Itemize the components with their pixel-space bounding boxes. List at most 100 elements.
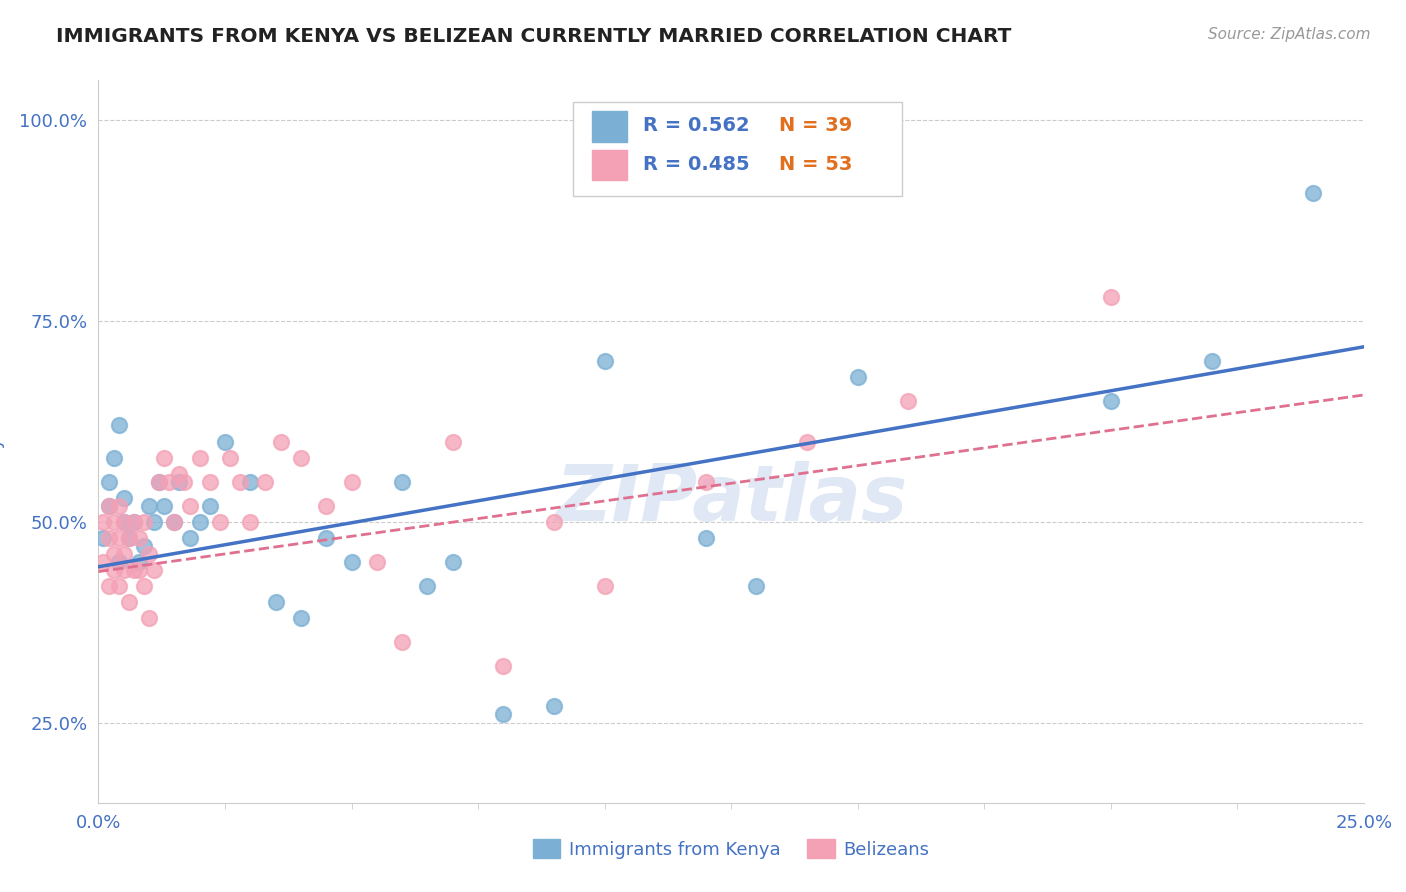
- Point: [198, 475, 221, 489]
- Point: [148, 475, 170, 489]
- Point: [107, 499, 129, 513]
- Point: [416, 579, 439, 593]
- Point: [846, 370, 869, 384]
- Point: [593, 579, 616, 593]
- Point: [1201, 354, 1223, 368]
- Point: [163, 515, 186, 529]
- Point: [340, 475, 363, 489]
- Point: [897, 394, 920, 409]
- Point: [112, 563, 135, 577]
- Point: [112, 547, 135, 561]
- Point: [97, 499, 120, 513]
- Text: N = 39: N = 39: [779, 116, 852, 136]
- FancyBboxPatch shape: [592, 112, 627, 142]
- Point: [593, 354, 616, 368]
- Point: [128, 563, 150, 577]
- Point: [179, 499, 201, 513]
- Point: [118, 531, 141, 545]
- Text: N = 53: N = 53: [779, 154, 852, 174]
- Point: [118, 595, 141, 609]
- Point: [128, 531, 150, 545]
- Point: [695, 475, 717, 489]
- Point: [153, 450, 176, 465]
- Point: [112, 491, 135, 505]
- Point: [543, 699, 565, 714]
- Point: [107, 555, 129, 569]
- Point: [128, 555, 150, 569]
- Point: [112, 515, 135, 529]
- Point: [214, 434, 236, 449]
- Text: ZIPatlas: ZIPatlas: [555, 461, 907, 537]
- Point: [132, 539, 155, 553]
- Point: [97, 475, 120, 489]
- Point: [143, 515, 166, 529]
- Point: [208, 515, 231, 529]
- Point: [97, 579, 120, 593]
- Point: [122, 515, 145, 529]
- Point: [315, 499, 337, 513]
- Point: [107, 531, 129, 545]
- Point: [97, 499, 120, 513]
- Point: [173, 475, 195, 489]
- Point: [219, 450, 242, 465]
- FancyBboxPatch shape: [574, 102, 903, 196]
- Point: [796, 434, 818, 449]
- Point: [188, 515, 211, 529]
- Point: [315, 531, 337, 545]
- Point: [492, 659, 515, 673]
- Point: [290, 450, 312, 465]
- Point: [188, 450, 211, 465]
- Point: [143, 563, 166, 577]
- Point: [103, 563, 125, 577]
- Point: [391, 475, 413, 489]
- Point: [122, 563, 145, 577]
- Point: [1099, 290, 1122, 304]
- Point: [157, 475, 180, 489]
- Point: [179, 531, 201, 545]
- Point: [264, 595, 287, 609]
- Point: [132, 579, 155, 593]
- Point: [112, 515, 135, 529]
- Point: [254, 475, 277, 489]
- Y-axis label: Currently Married: Currently Married: [0, 362, 6, 521]
- Point: [138, 611, 160, 625]
- Point: [391, 635, 413, 649]
- Point: [340, 555, 363, 569]
- Text: IMMIGRANTS FROM KENYA VS BELIZEAN CURRENTLY MARRIED CORRELATION CHART: IMMIGRANTS FROM KENYA VS BELIZEAN CURREN…: [56, 27, 1011, 45]
- Point: [153, 499, 176, 513]
- Point: [163, 515, 186, 529]
- Point: [103, 547, 125, 561]
- Point: [122, 515, 145, 529]
- Point: [745, 579, 768, 593]
- Point: [239, 515, 262, 529]
- Point: [93, 531, 115, 545]
- Point: [132, 515, 155, 529]
- Point: [169, 467, 191, 481]
- Text: R = 0.485: R = 0.485: [643, 154, 749, 174]
- Point: [229, 475, 252, 489]
- Point: [492, 707, 515, 722]
- Point: [103, 450, 125, 465]
- Point: [695, 531, 717, 545]
- Point: [290, 611, 312, 625]
- Point: [1099, 394, 1122, 409]
- Point: [366, 555, 388, 569]
- Point: [138, 547, 160, 561]
- Point: [93, 515, 115, 529]
- Point: [93, 555, 115, 569]
- Legend: Immigrants from Kenya, Belizeans: Immigrants from Kenya, Belizeans: [526, 832, 936, 866]
- Point: [118, 531, 141, 545]
- Point: [107, 418, 129, 433]
- Point: [148, 475, 170, 489]
- Point: [107, 579, 129, 593]
- Point: [138, 499, 160, 513]
- Point: [1302, 186, 1324, 200]
- Point: [103, 515, 125, 529]
- Text: R = 0.562: R = 0.562: [643, 116, 749, 136]
- Point: [543, 515, 565, 529]
- Text: Source: ZipAtlas.com: Source: ZipAtlas.com: [1208, 27, 1371, 42]
- Point: [97, 531, 120, 545]
- Point: [169, 475, 191, 489]
- Point: [239, 475, 262, 489]
- Point: [441, 434, 464, 449]
